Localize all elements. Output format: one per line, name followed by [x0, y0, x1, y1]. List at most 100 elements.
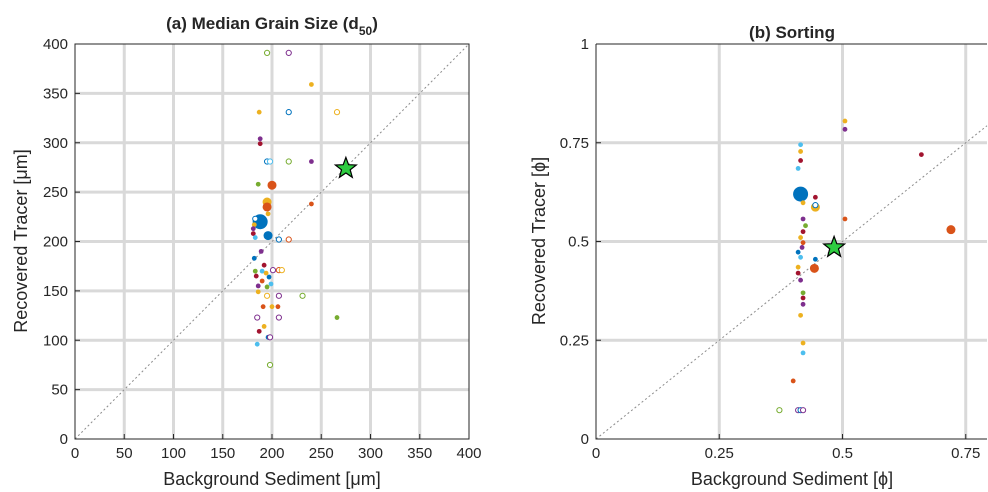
- panel-b-data-point: [800, 229, 806, 235]
- panel-b-data-point: [798, 158, 803, 163]
- panel-a-data-point: [254, 341, 260, 347]
- panel-b-data-point: [800, 216, 806, 222]
- panel-b-x-tick-label: 0: [592, 445, 600, 462]
- panel-a-one-to-one-line: [74, 43, 470, 440]
- panel-b-data-point: [795, 264, 801, 270]
- panel-a-data-point: [251, 255, 257, 261]
- panel-b-data-point: [800, 200, 806, 206]
- panel-b-data-point-open: [776, 407, 783, 414]
- panel-a-y-tick-label: 50: [51, 382, 68, 399]
- panel-median-grain-size: 0 50 100 150 200 250 300 350 400 0 50 100 150 200 250 3…: [11, 14, 482, 489]
- panel-b-data-point: [798, 277, 803, 283]
- panel-b-data-point: [798, 235, 803, 240]
- panel-b-y-tick-label: 0.5: [568, 234, 589, 251]
- panel-a-data-point: [334, 315, 340, 320]
- panel-a-x-tick-label: 150: [210, 445, 235, 462]
- panel-b-data-point: [800, 340, 806, 346]
- panel-a-data-point: [268, 281, 274, 287]
- panel-a-data-point: [259, 268, 265, 274]
- panel-a-data-point-open: [285, 109, 292, 116]
- panel-b-data-point-open: [812, 202, 819, 209]
- panel-b-star-marker: [822, 234, 847, 258]
- panel-a-y-axis-label: Recovered Tracer [μm]: [11, 149, 31, 332]
- panel-b-y-tick-label: 1: [581, 36, 589, 53]
- panel-a-data-point: [258, 248, 264, 254]
- panel-a-data-point: [265, 211, 271, 217]
- panel-b-title: (b) Sorting: [749, 23, 835, 42]
- panel-a-data-point-open: [266, 158, 274, 165]
- panel-b-data-point: [800, 295, 806, 301]
- panel-a-data-point-open: [266, 361, 274, 369]
- panel-b-y-tick-label: 0.75: [560, 135, 589, 152]
- panel-a-data-point: [262, 202, 272, 212]
- panel-a-data-point: [250, 226, 256, 232]
- panel-b-y-tick-label: 0: [581, 431, 589, 448]
- panel-b-data-point: [798, 254, 803, 260]
- panel-a-y-tick-label: 150: [43, 283, 68, 300]
- panel-b-data-point: [812, 194, 818, 200]
- panel-b-data-point: [809, 263, 819, 273]
- panel-a-data-point-open: [333, 109, 341, 116]
- panel-a-data-point: [255, 283, 261, 289]
- panel-a-data-point-open: [263, 49, 271, 56]
- panel-a-x-tick-label: 100: [161, 445, 186, 462]
- panel-a-data-point-open: [275, 292, 282, 299]
- panel-a-data-point: [255, 289, 261, 295]
- panel-a-data-point: [256, 109, 262, 115]
- panel-b-data-point: [918, 152, 924, 158]
- panel-b-data-point: [798, 312, 803, 318]
- panel-b-data-point: [795, 166, 801, 171]
- panel-a-data-point: [263, 270, 269, 276]
- panel-a-star-marker: [333, 155, 358, 179]
- panel-a-y-tick-label: 300: [43, 135, 68, 152]
- panel-a-data-point-open: [285, 49, 292, 56]
- panel-a-data-point: [255, 181, 261, 187]
- panel-b-data-point: [800, 350, 806, 356]
- panel-a-data-point: [260, 304, 266, 310]
- panel-b-data-point: [812, 256, 818, 262]
- panel-a-data-point: [253, 273, 259, 279]
- panel-b-x-axis-label: Background Sediment [ϕ]: [691, 469, 893, 489]
- panel-a-data-point: [251, 222, 257, 228]
- panel-a-title-end: ): [372, 14, 378, 33]
- panel-a-data-point: [256, 328, 262, 334]
- panel-b-data-point: [798, 149, 803, 154]
- panel-a-y-tick-label: 350: [43, 85, 68, 102]
- panel-b-y-axis-label: Recovered Tracer [ϕ]: [529, 157, 549, 325]
- panel-a-y-tick-label: 400: [43, 36, 68, 53]
- panel-b-data-point: [800, 290, 806, 296]
- panel-a-y-tick-label: 0: [60, 431, 68, 448]
- panel-a-title-main: (a) Median Grain Size (d: [166, 14, 359, 33]
- panel-b-data-point: [793, 186, 809, 202]
- panel-b-data-point: [946, 225, 956, 235]
- panel-a-data-point: [252, 268, 258, 274]
- panel-a-x-tick-label: 300: [358, 445, 383, 462]
- panel-b-data-point: [803, 223, 808, 229]
- panel-a-x-tick-label: 250: [309, 445, 334, 462]
- panel-a-y-tick-label: 250: [43, 184, 68, 201]
- panel-a-data-point: [250, 231, 256, 237]
- panel-b-data-point: [790, 378, 796, 384]
- panel-a-data-point-open: [285, 236, 292, 243]
- panel-b-data-point: [800, 240, 806, 246]
- panel-a-data-point-open: [278, 267, 285, 274]
- panel-b-data-point: [842, 126, 848, 132]
- panel-b-data-point: [800, 301, 806, 307]
- panel-a-data-point: [309, 201, 314, 207]
- panel-a-data-point-open: [275, 236, 282, 243]
- panel-b-data-point: [795, 270, 801, 276]
- panel-b-data-point-open: [799, 407, 807, 414]
- panel-b-data-point: [799, 245, 805, 250]
- panel-a-data-point-open: [254, 314, 261, 321]
- panel-a-data-point: [309, 159, 314, 164]
- panel-a-data-point: [269, 304, 275, 310]
- panel-a-data-point: [261, 324, 267, 329]
- panel-b-x-tick-label: 0.75: [951, 445, 980, 462]
- panel-a-data-point: [261, 262, 267, 268]
- panel-b-x-tick-label: 0.25: [705, 445, 734, 462]
- panel-a-data-point: [264, 284, 270, 290]
- panel-a-data-point: [257, 136, 263, 142]
- panel-a-data-point: [257, 141, 263, 147]
- panel-a-x-tick-label: 400: [456, 445, 481, 462]
